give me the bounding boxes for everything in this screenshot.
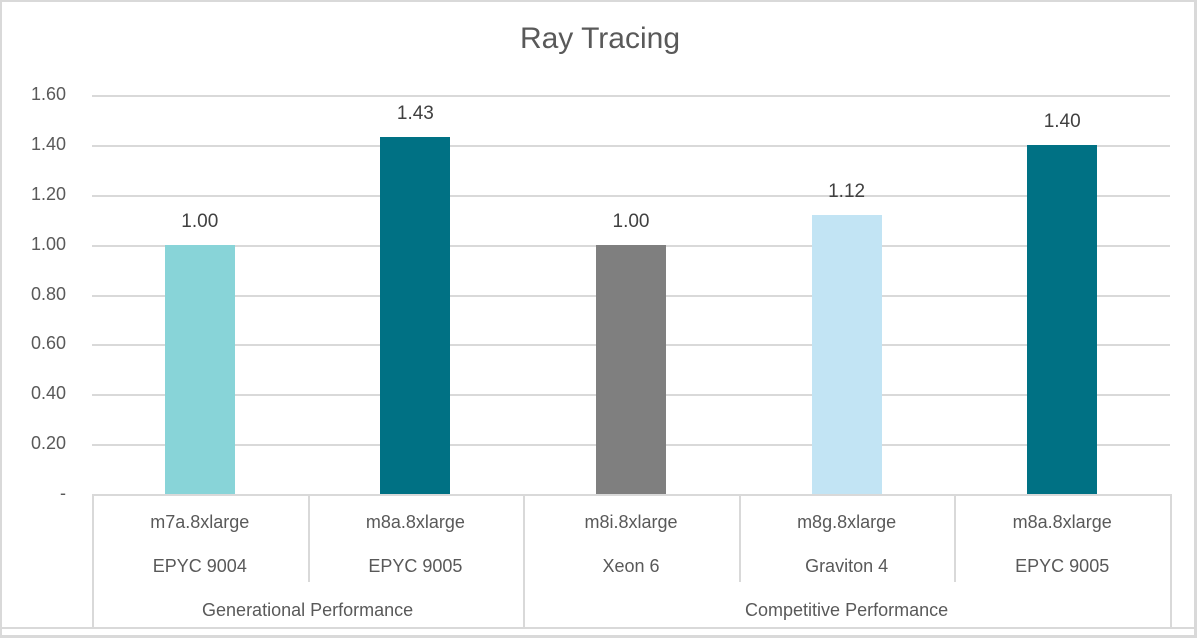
category-separator xyxy=(308,494,310,582)
group-label: Generational Performance xyxy=(202,600,414,620)
category-cpu-label: EPYC 9005 xyxy=(368,556,463,576)
category-instance-label: m8i.8xlarge xyxy=(584,512,678,532)
y-tick-label: 0.80 xyxy=(30,284,66,304)
category-separator xyxy=(523,494,525,627)
category-instance-label: m8a.8xlarge xyxy=(1012,512,1112,532)
category-separator xyxy=(1170,494,1172,627)
data-label: 1.12 xyxy=(828,181,866,202)
gridline xyxy=(92,95,1170,97)
chart-title: Ray Tracing xyxy=(519,22,681,55)
gridline xyxy=(92,195,1170,197)
category-cpu-label: EPYC 9004 xyxy=(152,556,247,576)
category-cpu-label: Xeon 6 xyxy=(602,556,660,576)
y-tick-label: - xyxy=(60,483,66,503)
gridline xyxy=(92,145,1170,147)
y-tick-label: 1.40 xyxy=(30,134,66,154)
y-tick-label: 0.60 xyxy=(30,333,66,353)
category-separator xyxy=(954,494,956,582)
category-separator xyxy=(92,494,94,627)
category-cpu-label: EPYC 9005 xyxy=(1015,556,1110,576)
y-tick-label: 0.40 xyxy=(30,383,66,403)
category-instance-label: m7a.8xlarge xyxy=(150,512,250,532)
bar-m8g.8xlarge xyxy=(811,215,882,494)
data-label: 1.43 xyxy=(396,103,434,124)
axis-bottom-line xyxy=(0,627,1197,629)
bar-m7a.8xlarge xyxy=(164,245,235,494)
data-label: 1.00 xyxy=(612,211,650,232)
category-instance-label: m8a.8xlarge xyxy=(365,512,465,532)
category-instance-label: m8g.8xlarge xyxy=(797,512,897,532)
y-tick-label: 1.20 xyxy=(30,184,66,204)
y-tick-label: 1.00 xyxy=(30,234,66,254)
bar-m8a.8xlarge xyxy=(1027,145,1098,494)
x-axis-line xyxy=(92,494,1170,496)
data-label: 1.40 xyxy=(1043,111,1081,132)
y-tick-label: 1.60 xyxy=(30,84,66,104)
bar-m8i.8xlarge xyxy=(596,245,666,494)
y-tick-label: 0.20 xyxy=(30,433,66,453)
category-cpu-label: Graviton 4 xyxy=(805,556,889,576)
group-label: Competitive Performance xyxy=(745,600,949,620)
bar-m8a.8xlarge xyxy=(380,137,451,494)
data-label: 1.00 xyxy=(181,211,219,232)
category-separator xyxy=(739,494,741,582)
